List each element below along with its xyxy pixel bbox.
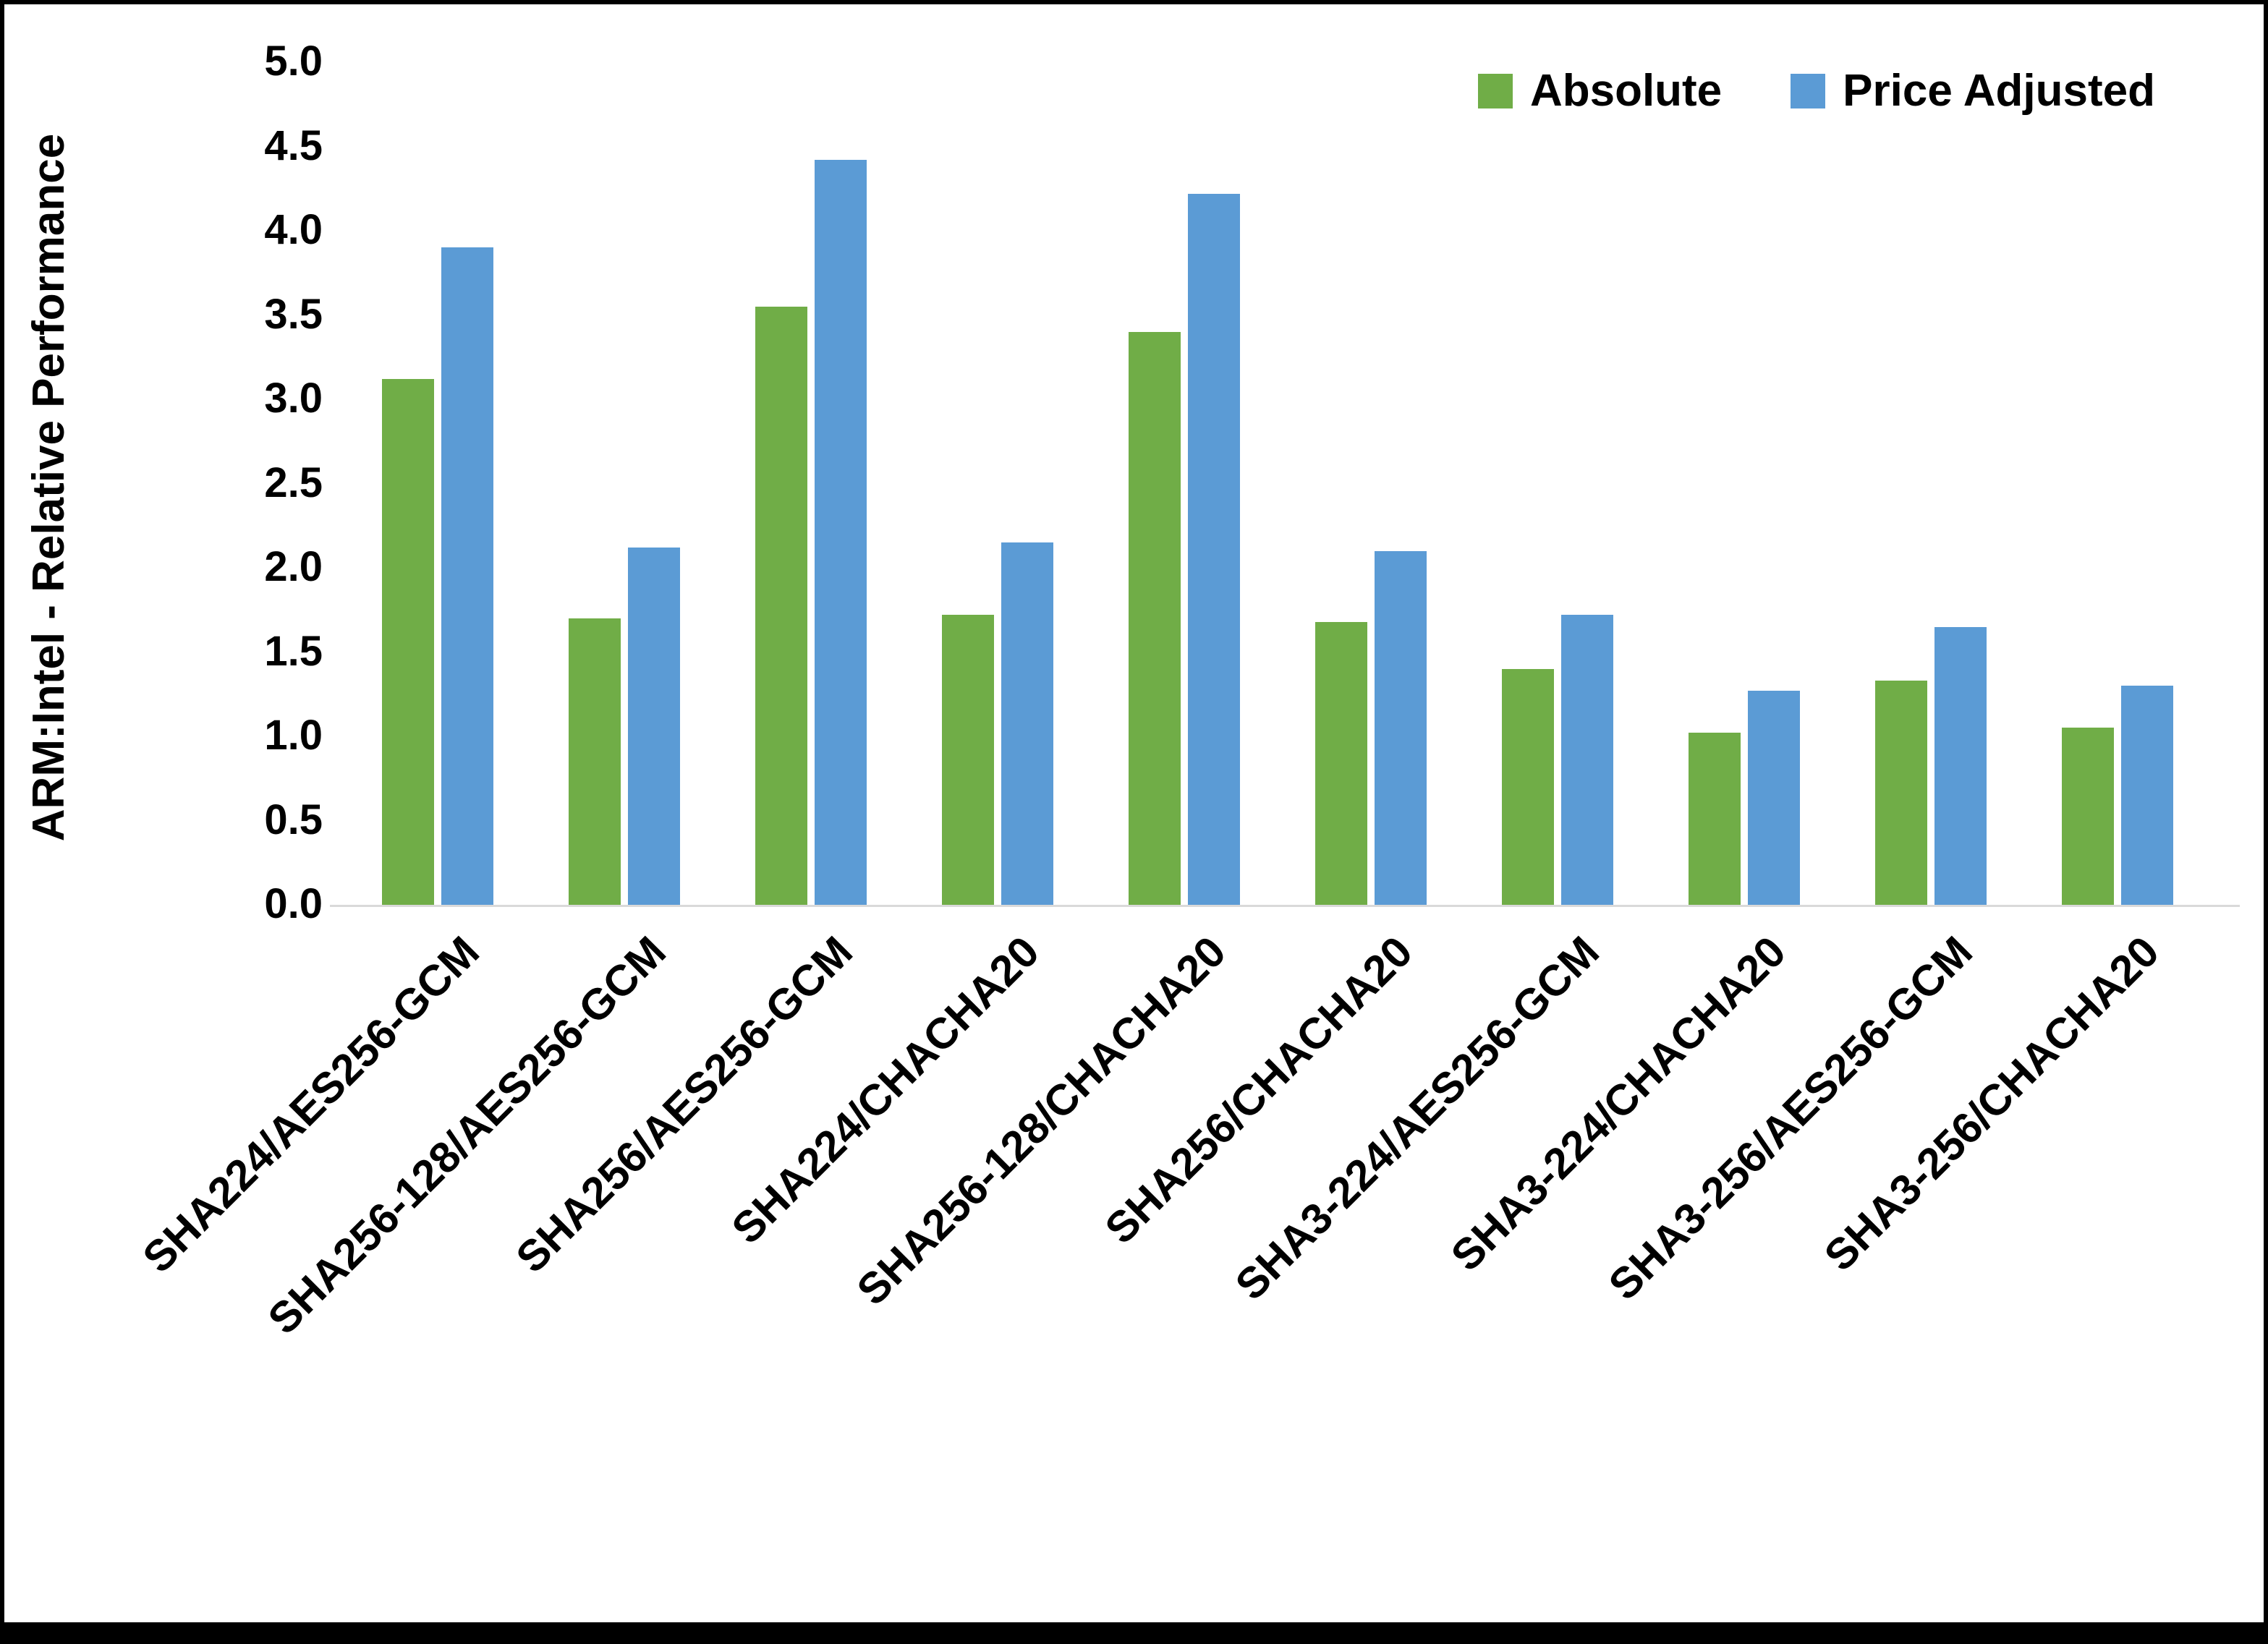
y-tick-label: 2.0	[264, 543, 323, 590]
y-tick-label: 3.0	[264, 375, 323, 422]
y-tick-label: 1.5	[264, 627, 323, 675]
y-tick-label: 3.5	[264, 290, 323, 338]
bar-absolute	[2062, 728, 2114, 905]
legend-label: Price Adjusted	[1843, 66, 2155, 116]
bar-absolute	[1315, 621, 1367, 905]
y-tick-label: 1.0	[264, 712, 323, 759]
x-category-label: SHA3-256/CHACHA20	[1814, 927, 2169, 1280]
legend-swatch-price-adjusted	[1791, 73, 1826, 108]
bar-price-adjusted	[628, 548, 680, 905]
legend-item: Price Adjusted	[1791, 65, 2155, 116]
bar-price-adjusted	[441, 247, 493, 905]
x-category-label: SHA3-224/AES256-GCM	[1226, 927, 1609, 1310]
bar-absolute	[1129, 331, 1181, 905]
y-tick-label: 2.5	[264, 459, 323, 506]
bar-price-adjusted	[2121, 686, 2173, 905]
bar-price-adjusted	[1188, 193, 1240, 905]
x-category-label: SHA224/CHACHA20	[722, 927, 1049, 1253]
bar-absolute	[382, 379, 434, 905]
x-category-label: SHA256/CHACHA20	[1095, 927, 1422, 1253]
x-axis-line	[330, 905, 2240, 907]
y-tick-label: 5.0	[264, 38, 323, 85]
bar-price-adjusted	[1375, 550, 1427, 905]
y-tick-label: 0.0	[264, 880, 323, 927]
bar-absolute	[569, 618, 621, 905]
bar-absolute	[1502, 668, 1554, 905]
legend-label: Absolute	[1529, 66, 1723, 116]
x-category-label: SHA256-128/CHACHA20	[847, 927, 1236, 1315]
y-axis-title: ARM:Intel - Relative Performance	[24, 133, 74, 842]
bar-price-adjusted	[1934, 626, 1987, 905]
bar-absolute	[755, 306, 807, 905]
bar-price-adjusted	[1748, 691, 1800, 905]
bar-absolute	[1689, 733, 1741, 905]
legend: Absolute Price Adjusted	[1477, 65, 2155, 116]
legend-item: Absolute	[1477, 65, 1723, 116]
bar-absolute	[1875, 681, 1927, 905]
bar-price-adjusted	[1001, 542, 1053, 905]
bar-price-adjusted	[1561, 615, 1613, 905]
x-category-label: SHA256/AES256-GCM	[506, 927, 862, 1282]
y-tick-label: 4.5	[264, 122, 323, 169]
legend-swatch-absolute	[1477, 73, 1513, 108]
bar-price-adjusted	[815, 160, 867, 905]
y-tick-label: 0.5	[264, 796, 323, 843]
x-category-label: SHA256-128/AES256-GCM	[258, 927, 676, 1344]
bar-absolute	[942, 615, 994, 905]
x-category-label: SHA3-256/AES256-GCM	[1599, 927, 1982, 1310]
x-category-label: SHA224/AES256-GCM	[133, 927, 489, 1282]
x-category-label: SHA3-224/CHACHA20	[1441, 927, 1796, 1280]
y-tick-label: 4.0	[264, 206, 323, 253]
